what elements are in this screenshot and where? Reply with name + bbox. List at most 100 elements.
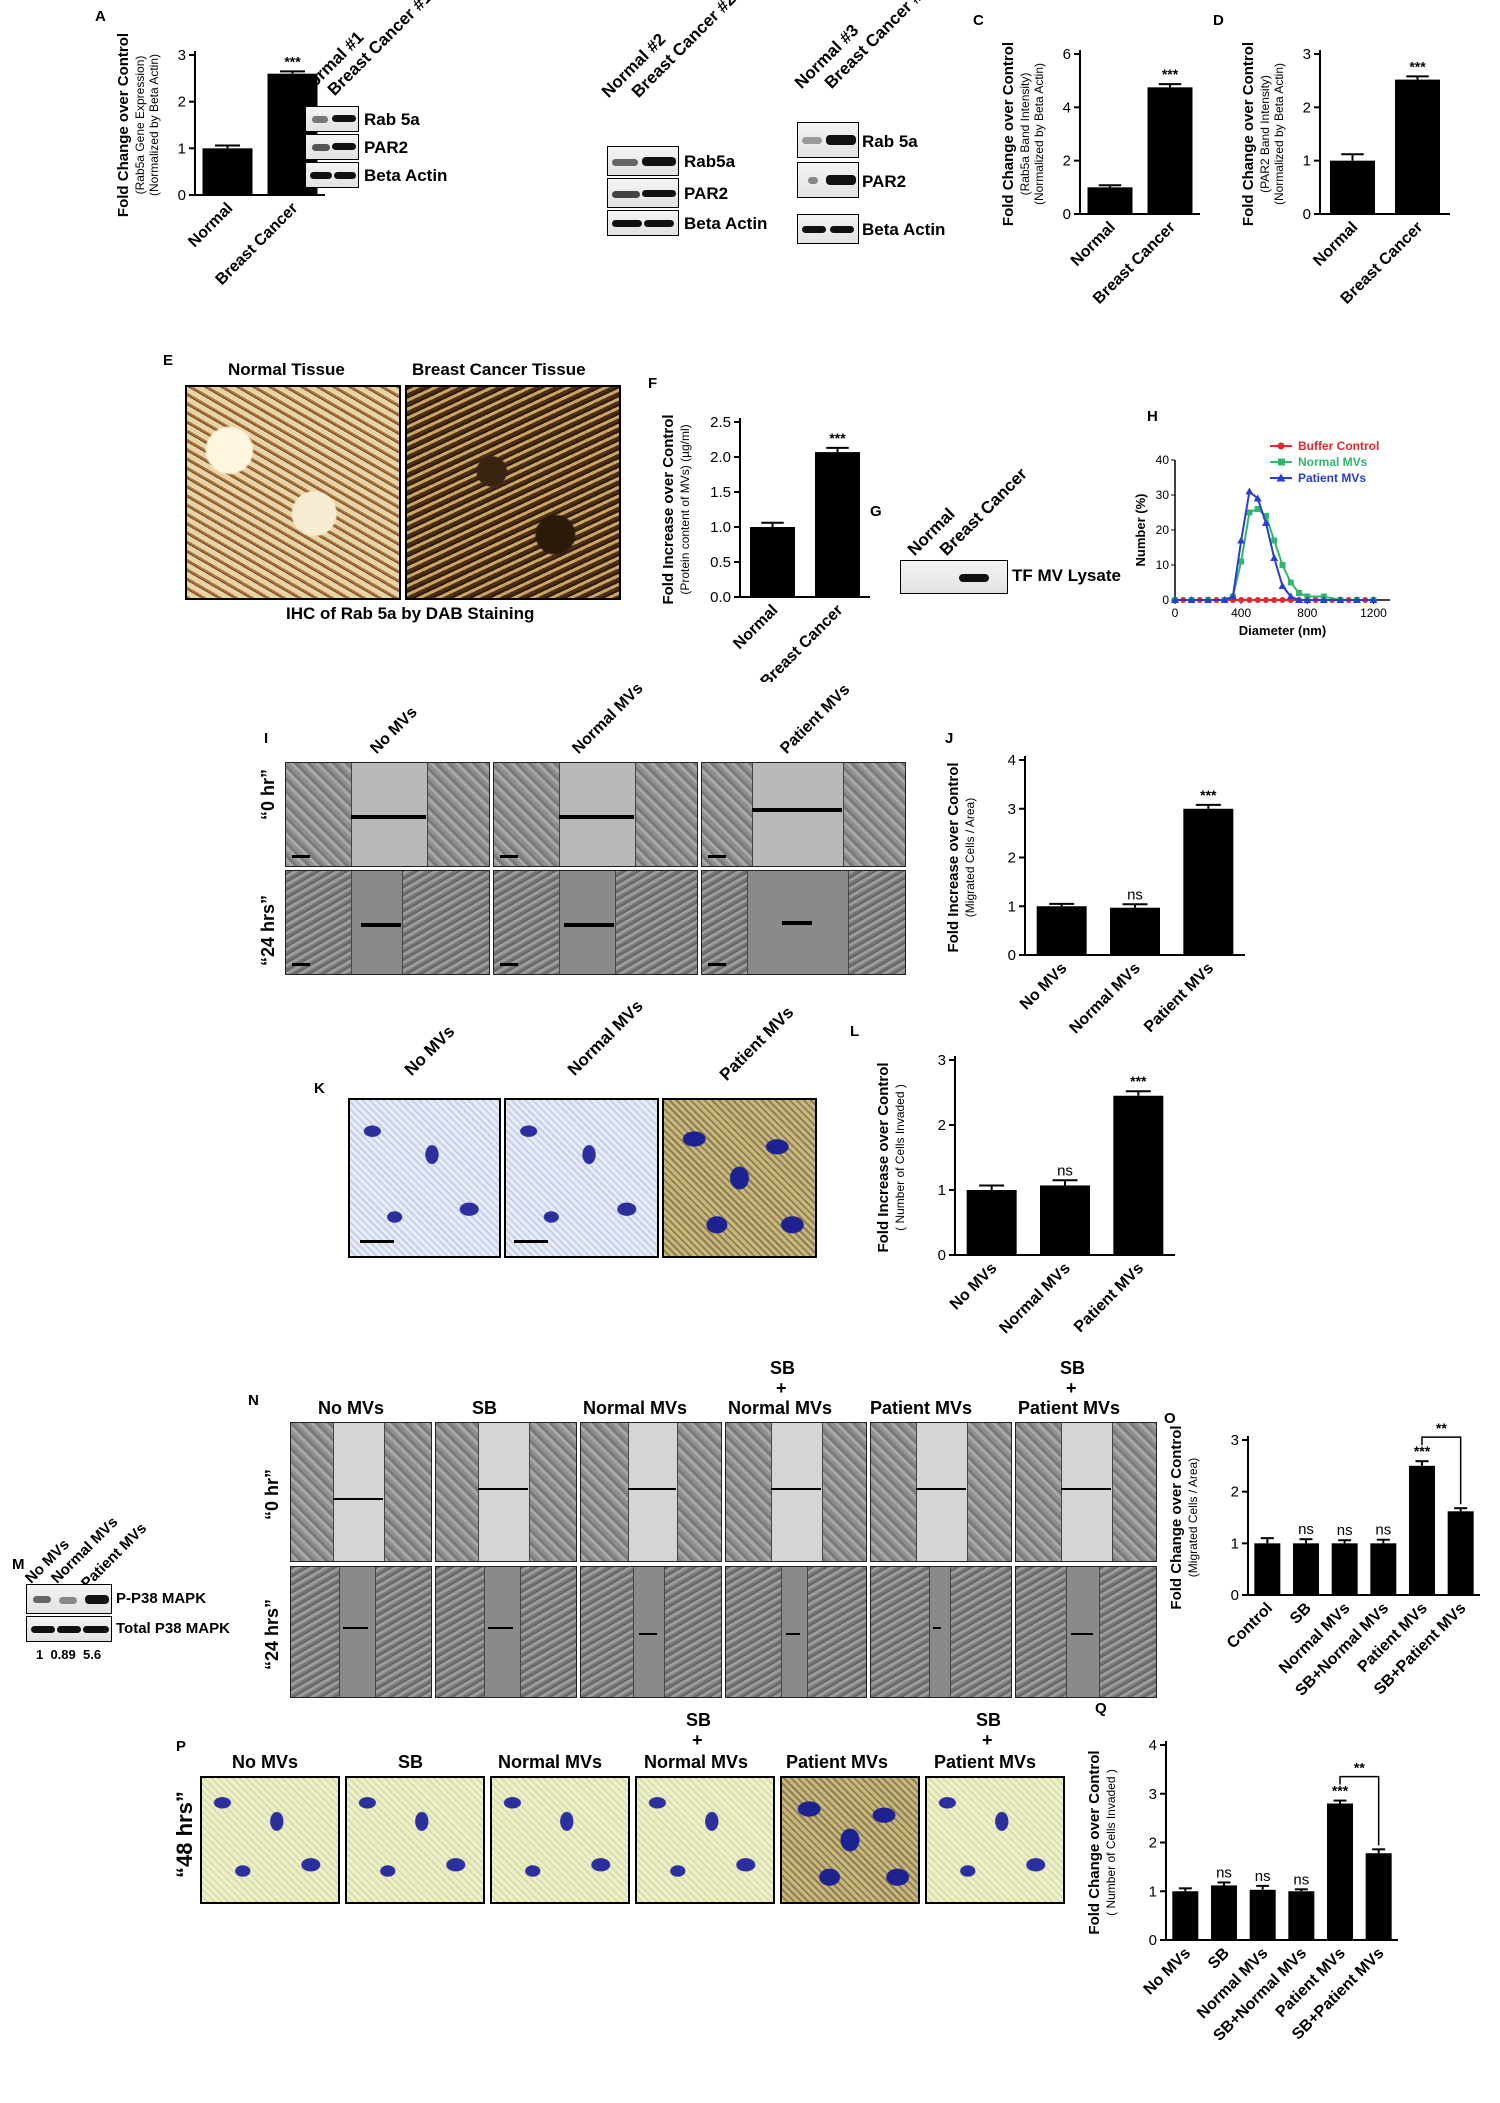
bar: [1036, 906, 1087, 955]
significance-label: ns: [1298, 1521, 1314, 1538]
i-row-0hr: “0 hr”: [258, 768, 278, 820]
legend-marker: [1277, 442, 1285, 450]
ihc-caption: IHC of Rab 5a by DAB Staining: [286, 604, 535, 623]
blot-3-row-actin: Beta Actin: [862, 220, 946, 239]
data-point: [1287, 579, 1294, 586]
blot-3-par2: [797, 162, 859, 198]
significance-label: ***: [1130, 1073, 1147, 1089]
category-label: Normal: [730, 602, 781, 653]
g-row-label: TF MV Lysate: [1012, 566, 1121, 585]
y-tick-label: 0: [178, 187, 186, 204]
data-point: [1262, 513, 1269, 519]
blot-1-row-rab5a: Rab 5a: [364, 110, 420, 129]
y-axis-label: Fold Change over Control: [1240, 42, 1257, 226]
y-tick-label: 2: [938, 1117, 946, 1134]
n-sb-patient-mvs-0hr: [1015, 1422, 1157, 1562]
y-tick-label: 2: [178, 94, 186, 111]
i-no-mvs-0hr: [285, 762, 490, 867]
n-col-sb: SB: [472, 1398, 498, 1418]
bar: [815, 452, 860, 597]
i-normal-mvs-24hrs: [493, 870, 698, 975]
panel-k-letter: K: [314, 1080, 325, 1097]
y-axis-title: Fold Increase over Control (Migrated Cell…: [945, 762, 977, 952]
blot-1-rab5a: [305, 106, 359, 132]
y-tick-label: 3: [1149, 1786, 1157, 1803]
n-sb-normal-mvs-24hrs: [725, 1566, 867, 1698]
y-tick-label: 0: [1149, 1932, 1157, 1949]
y-tick-label: 0: [1063, 206, 1071, 223]
blot-2-row-actin: Beta Actin: [684, 214, 768, 233]
panel-d-chart: 0 1 2 3 Fold Change over Control (PAR2 Band I…: [1240, 42, 1450, 308]
y-axis-label: Fold Increase over Control: [945, 762, 962, 952]
data-point: [1278, 582, 1287, 589]
panel-a-letter: A: [95, 8, 106, 25]
data-point: [1246, 509, 1253, 516]
bar: [1040, 1185, 1090, 1255]
y-axis-label: Fold Change over Control: [1086, 1750, 1103, 1934]
panel-n-letter: N: [248, 1392, 259, 1409]
n-sb-0hr: [435, 1422, 577, 1562]
y-axis-sublabel: (Rab5a Gene Expression): [133, 56, 147, 195]
k-normal-mvs-image: [504, 1098, 659, 1258]
ihc-cancer-image: [405, 385, 621, 600]
data-point: [1295, 596, 1304, 603]
legend-marker: [1278, 458, 1285, 466]
y-tick-label: 1: [178, 140, 186, 157]
category-label: Patient MVs: [1141, 960, 1217, 1036]
data-point: [1270, 554, 1279, 561]
y-tick-label: 4: [1063, 99, 1071, 116]
n-col-plus-1: +: [776, 1378, 787, 1398]
data-point: [1369, 596, 1378, 603]
category-label: Patient MVs: [1071, 1260, 1147, 1336]
panel-f-chart: 0.0 0.5 1.0 1.5 2.0 2.5 Fold Increase over Con…: [660, 414, 870, 682]
p-col-sb: SB: [398, 1752, 424, 1772]
p-sb-image: [345, 1776, 485, 1904]
k-col-patient-mvs: Patient MVs: [715, 1002, 798, 1085]
p-col-plus-1: +: [692, 1730, 703, 1750]
n-col-sb-prefix-1: SB: [770, 1358, 796, 1378]
panel-q-letter: Q: [1095, 1700, 1107, 1717]
bar: [1249, 1889, 1276, 1940]
y-tick-label: 0: [1162, 593, 1169, 607]
p-row-48hrs: “48 hrs”: [172, 1791, 197, 1878]
y-tick-label: 0.5: [710, 554, 731, 571]
blot-3-row-rab5a: Rab 5a: [862, 132, 918, 151]
y-axis-sublabel: (Migrated Cells / Area): [963, 798, 977, 917]
y-axis-label: Fold Change over Control: [115, 33, 132, 217]
bar: [1288, 1891, 1315, 1940]
y-axis-label: Fold Increase over Control: [875, 1062, 892, 1252]
g-blot: [900, 560, 1008, 594]
data-point: [1286, 592, 1295, 600]
y-tick-label: 2.0: [710, 449, 731, 466]
category-label: No MVs: [1141, 1945, 1195, 1999]
y-tick-label: 3: [1008, 801, 1016, 818]
bar: [750, 527, 795, 597]
i-patient-mvs-24hrs: [701, 870, 906, 975]
i-col-no-mvs: No MVs: [367, 703, 421, 758]
i-no-mvs-24hrs: [285, 870, 490, 975]
p-col-sb-normal-mvs: Normal MVs: [644, 1752, 749, 1772]
category-label: Normal: [1068, 219, 1119, 270]
significance-label: ns: [1337, 1522, 1353, 1539]
legend-label: Patient MVs: [1298, 471, 1366, 485]
y-tick-label: 6: [1063, 46, 1071, 63]
significance-label: ns: [1255, 1868, 1271, 1885]
category-label: No MVs: [947, 1260, 1001, 1314]
n-row-24hrs: “24 hrs”: [262, 1598, 282, 1670]
p-col-patient-mvs: Patient MVs: [786, 1752, 889, 1772]
bar: [1147, 87, 1193, 214]
n-patient-mvs-0hr: [870, 1422, 1012, 1562]
bar: [1110, 907, 1160, 955]
panel-a-chart: 0 1 2 3 Fold Change over Control (Rab5a Gene …: [115, 33, 325, 289]
blot-3-actin: [797, 214, 859, 244]
bar: [202, 148, 253, 195]
data-point: [1246, 597, 1253, 603]
bar: [1365, 1853, 1392, 1940]
significance-label: ***: [1409, 58, 1426, 74]
y-axis-label: Fold Change over Control: [1000, 42, 1017, 226]
m-blot-p-p38: [26, 1584, 112, 1614]
bracket-label: **: [1436, 1420, 1447, 1436]
n-col-patient-mvs: Patient MVs: [870, 1398, 973, 1418]
p-normal-mvs-image: [490, 1776, 630, 1904]
p-sb-patient-mvs-image: [925, 1776, 1065, 1904]
